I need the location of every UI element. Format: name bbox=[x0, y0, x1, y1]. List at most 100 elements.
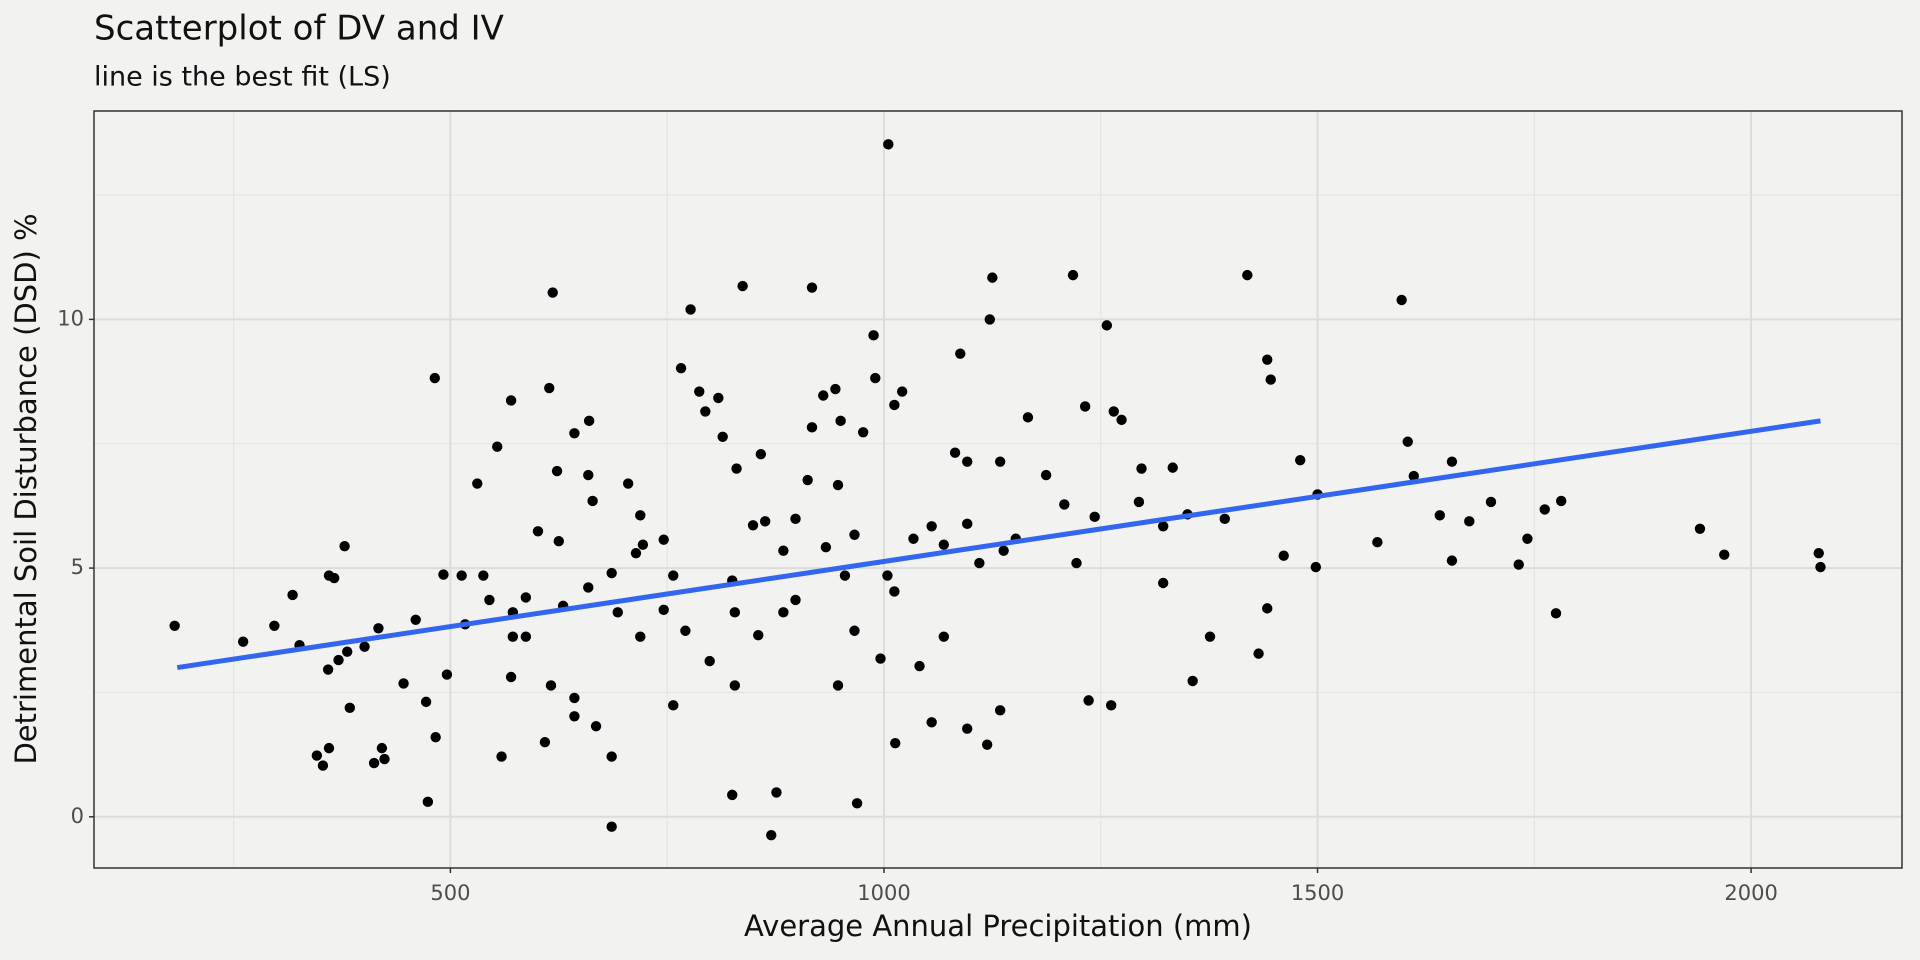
fit-line bbox=[176, 418, 1821, 671]
point bbox=[317, 760, 329, 771]
point bbox=[658, 534, 669, 545]
point bbox=[1295, 454, 1306, 466]
point bbox=[835, 415, 846, 427]
point bbox=[1167, 462, 1178, 473]
point bbox=[938, 539, 950, 550]
point bbox=[583, 415, 595, 427]
point bbox=[569, 711, 580, 722]
point bbox=[1187, 675, 1198, 687]
point bbox=[1402, 436, 1413, 447]
point bbox=[1522, 533, 1533, 544]
point bbox=[1136, 463, 1147, 474]
point bbox=[496, 751, 507, 762]
point bbox=[1262, 603, 1273, 614]
point bbox=[544, 382, 555, 394]
point bbox=[1083, 695, 1094, 706]
point bbox=[832, 680, 844, 691]
point bbox=[630, 547, 642, 559]
point bbox=[984, 314, 995, 325]
point bbox=[778, 545, 789, 556]
point bbox=[680, 625, 691, 636]
point bbox=[1219, 513, 1230, 525]
point bbox=[373, 623, 384, 634]
point bbox=[583, 469, 594, 481]
point bbox=[1157, 521, 1169, 532]
point bbox=[926, 521, 937, 532]
point bbox=[926, 717, 937, 728]
point bbox=[441, 669, 453, 680]
point bbox=[685, 304, 696, 315]
point bbox=[1550, 608, 1562, 619]
x-tick-label: 1500 bbox=[1291, 881, 1344, 905]
point bbox=[635, 510, 646, 521]
point bbox=[492, 441, 503, 452]
point bbox=[849, 625, 860, 636]
point bbox=[759, 516, 771, 527]
point bbox=[704, 655, 715, 667]
point bbox=[420, 696, 432, 708]
point bbox=[962, 456, 973, 467]
point bbox=[994, 456, 1006, 467]
point bbox=[1434, 510, 1446, 521]
point bbox=[1815, 561, 1826, 573]
point bbox=[771, 787, 782, 798]
point bbox=[806, 282, 818, 293]
point bbox=[949, 447, 961, 458]
point bbox=[1040, 469, 1052, 481]
point bbox=[1408, 470, 1419, 482]
point bbox=[507, 631, 519, 642]
point bbox=[806, 422, 818, 433]
point bbox=[484, 594, 495, 606]
point bbox=[1813, 547, 1824, 559]
point bbox=[1446, 456, 1458, 467]
point bbox=[830, 383, 841, 395]
point bbox=[747, 520, 759, 531]
point bbox=[737, 280, 748, 292]
point bbox=[1022, 412, 1034, 423]
y-tick-label: 5 bbox=[71, 555, 84, 579]
chart-title: Scatterplot of DV and IV bbox=[94, 9, 504, 49]
point bbox=[981, 739, 993, 750]
point bbox=[520, 592, 532, 603]
point bbox=[551, 465, 563, 477]
point bbox=[998, 545, 1009, 556]
point bbox=[606, 567, 617, 579]
point bbox=[376, 742, 388, 754]
point bbox=[169, 620, 180, 631]
point bbox=[237, 636, 249, 647]
point bbox=[553, 536, 564, 547]
point bbox=[539, 736, 551, 748]
point bbox=[1089, 511, 1100, 523]
point bbox=[269, 620, 280, 631]
point bbox=[883, 139, 894, 150]
point bbox=[889, 586, 900, 597]
point bbox=[1310, 561, 1322, 573]
point bbox=[438, 569, 449, 580]
x-tick-label: 1000 bbox=[857, 881, 910, 905]
point bbox=[1539, 504, 1550, 515]
point bbox=[1719, 549, 1730, 560]
point bbox=[323, 742, 335, 754]
point bbox=[889, 399, 900, 411]
point bbox=[675, 362, 687, 374]
point bbox=[962, 518, 973, 530]
point bbox=[832, 479, 844, 491]
point bbox=[882, 570, 893, 581]
point bbox=[1485, 496, 1497, 508]
point bbox=[322, 664, 334, 675]
point bbox=[849, 529, 860, 540]
point bbox=[379, 753, 390, 765]
point bbox=[700, 406, 711, 417]
point bbox=[875, 653, 886, 664]
point bbox=[545, 680, 557, 691]
point bbox=[729, 680, 741, 691]
point bbox=[1694, 523, 1706, 534]
point bbox=[569, 428, 580, 439]
point bbox=[1262, 354, 1273, 365]
point bbox=[583, 582, 594, 593]
point bbox=[658, 604, 669, 616]
point bbox=[287, 589, 298, 601]
point bbox=[908, 533, 919, 544]
point bbox=[342, 646, 353, 657]
